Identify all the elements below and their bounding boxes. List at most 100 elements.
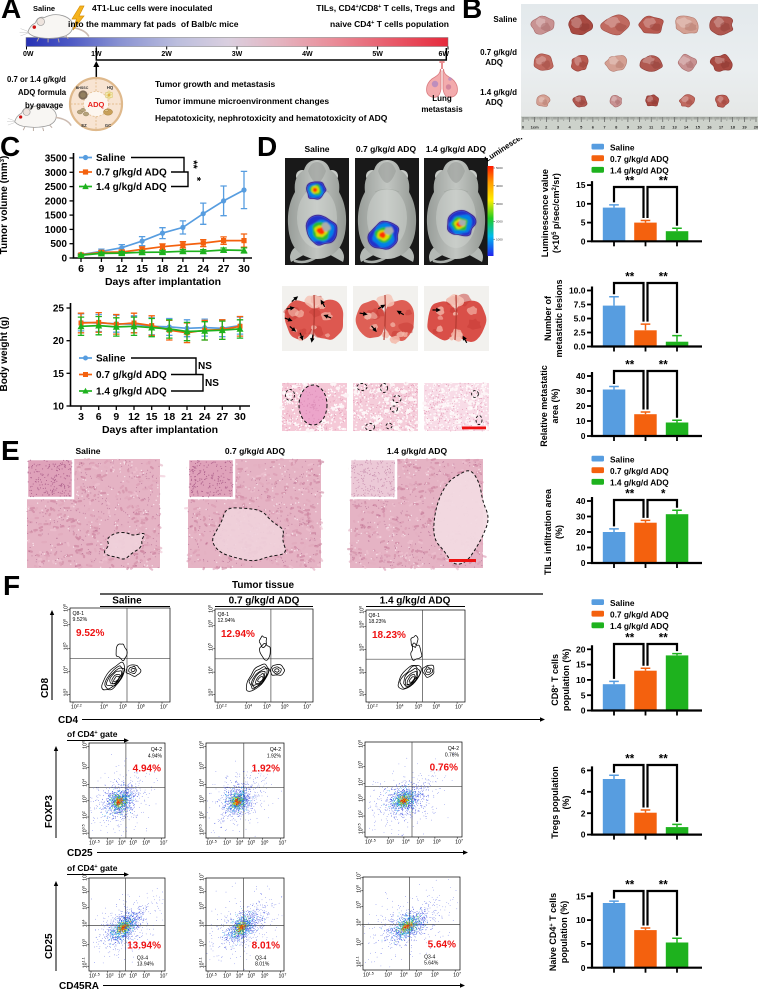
svg-text:104: 104 bbox=[82, 779, 89, 787]
svg-text:0.7 g/kg/d ADQ: 0.7 g/kg/d ADQ bbox=[96, 370, 167, 381]
svg-text:4: 4 bbox=[581, 787, 586, 797]
svg-text:3W: 3W bbox=[232, 51, 243, 58]
svg-text:ADQ: ADQ bbox=[88, 100, 105, 109]
svg-text:0.7 g/kg/d ADQ: 0.7 g/kg/d ADQ bbox=[229, 596, 300, 607]
svg-text:101.5: 101.5 bbox=[206, 840, 217, 847]
svg-text:104: 104 bbox=[396, 704, 404, 711]
svg-text:20: 20 bbox=[576, 644, 586, 654]
svg-text:10.0: 10.0 bbox=[569, 286, 586, 296]
svg-text:3: 3 bbox=[78, 411, 84, 423]
svg-text:107: 107 bbox=[160, 973, 168, 980]
svg-text:105: 105 bbox=[414, 972, 422, 979]
svg-text:of CD4+ gate: of CD4+ gate bbox=[67, 863, 118, 873]
svg-text:CD8+ T cells: CD8+ T cells bbox=[550, 654, 560, 706]
svg-text:101.5: 101.5 bbox=[89, 973, 100, 980]
svg-text:106: 106 bbox=[432, 704, 440, 711]
svg-text:104: 104 bbox=[118, 840, 126, 847]
svg-text:30: 30 bbox=[238, 263, 250, 275]
svg-text:20: 20 bbox=[754, 125, 758, 130]
svg-text:0: 0 bbox=[581, 706, 586, 716]
svg-text:107: 107 bbox=[453, 972, 461, 979]
svg-text:9.52%: 9.52% bbox=[76, 628, 104, 639]
svg-text:15: 15 bbox=[576, 180, 586, 190]
svg-text:101.1: 101.1 bbox=[356, 956, 363, 967]
svg-text:107: 107 bbox=[160, 704, 168, 711]
svg-text:**: ** bbox=[625, 176, 634, 188]
svg-text:105: 105 bbox=[199, 902, 206, 910]
svg-text:Q3-4: Q3-4 bbox=[255, 955, 266, 961]
svg-text:0.7 g/kg/d ADQ: 0.7 g/kg/d ADQ bbox=[225, 446, 286, 456]
svg-text:**: ** bbox=[625, 489, 634, 501]
svg-text:0: 0 bbox=[61, 254, 67, 265]
svg-text:Number of: Number of bbox=[543, 295, 553, 341]
svg-text:104: 104 bbox=[118, 973, 126, 980]
svg-text:0: 0 bbox=[581, 830, 586, 840]
svg-text:**: ** bbox=[625, 754, 634, 766]
svg-text:5W: 5W bbox=[372, 51, 383, 58]
svg-text:9: 9 bbox=[627, 125, 630, 130]
svg-text:10: 10 bbox=[576, 915, 586, 925]
svg-text:104: 104 bbox=[359, 667, 366, 675]
svg-text:100.5: 100.5 bbox=[199, 824, 206, 835]
svg-text:5: 5 bbox=[581, 218, 586, 228]
svg-text:15: 15 bbox=[146, 411, 158, 423]
svg-text:Days after implantation: Days after implantation bbox=[102, 424, 218, 436]
svg-text:**: ** bbox=[659, 880, 668, 892]
svg-text:103: 103 bbox=[208, 689, 215, 697]
svg-text:107: 107 bbox=[279, 973, 287, 980]
svg-text:17: 17 bbox=[719, 125, 724, 130]
svg-text:103: 103 bbox=[223, 973, 231, 980]
svg-text:103: 103 bbox=[359, 689, 366, 697]
svg-text:102: 102 bbox=[82, 811, 89, 819]
svg-text:0.7 g/kg/d ADQ: 0.7 g/kg/d ADQ bbox=[610, 154, 669, 164]
svg-text:107: 107 bbox=[160, 840, 168, 847]
svg-text:Tregs population: Tregs population bbox=[550, 766, 560, 839]
svg-text:Naive CD4+ T cells: Naive CD4+ T cells bbox=[548, 893, 558, 971]
svg-text:Q3-4: Q3-4 bbox=[424, 954, 435, 960]
svg-text:1cm: 1cm bbox=[531, 125, 539, 130]
svg-text:1000: 1000 bbox=[45, 225, 68, 236]
svg-text:1.92%: 1.92% bbox=[252, 764, 280, 775]
svg-text:4T1-Luc cells were inoculated: 4T1-Luc cells were inoculated bbox=[92, 3, 212, 13]
svg-text:106: 106 bbox=[208, 620, 215, 628]
svg-text:14: 14 bbox=[684, 125, 689, 130]
svg-text:Saline: Saline bbox=[304, 144, 329, 154]
svg-text:**: ** bbox=[625, 272, 634, 284]
svg-text:**: ** bbox=[187, 160, 199, 169]
svg-text:27: 27 bbox=[218, 263, 230, 275]
svg-text:2500: 2500 bbox=[45, 182, 68, 193]
svg-text:104: 104 bbox=[199, 779, 206, 787]
svg-text:GC: GC bbox=[105, 123, 111, 128]
svg-text:0: 0 bbox=[581, 558, 586, 568]
svg-text:106: 106 bbox=[359, 606, 366, 614]
svg-text:103: 103 bbox=[384, 972, 392, 979]
svg-text:Tumor growth and metastasis: Tumor growth and metastasis bbox=[155, 79, 276, 89]
svg-text:107: 107 bbox=[455, 704, 463, 711]
svg-text:105: 105 bbox=[247, 973, 255, 980]
svg-text:104: 104 bbox=[236, 973, 244, 980]
svg-text:1.4 g/kg/d ADQ: 1.4 g/kg/d ADQ bbox=[426, 144, 487, 154]
svg-text:**: ** bbox=[659, 272, 668, 284]
svg-text:104: 104 bbox=[208, 666, 215, 674]
svg-text:106: 106 bbox=[82, 886, 89, 894]
svg-text:12.94%: 12.94% bbox=[218, 618, 236, 624]
svg-text:25: 25 bbox=[53, 304, 65, 315]
svg-text:27: 27 bbox=[216, 411, 228, 423]
svg-text:15: 15 bbox=[136, 263, 148, 275]
svg-text:2: 2 bbox=[581, 808, 586, 818]
svg-text:**: ** bbox=[659, 360, 668, 372]
svg-text:21: 21 bbox=[181, 411, 193, 423]
svg-text:HQ: HQ bbox=[107, 85, 114, 90]
svg-text:11: 11 bbox=[649, 125, 654, 130]
svg-text:102: 102 bbox=[358, 810, 365, 818]
svg-text:0.76%: 0.76% bbox=[445, 753, 460, 759]
svg-text:24: 24 bbox=[197, 263, 209, 275]
svg-text:1.4 g/kg/d ADQ: 1.4 g/kg/d ADQ bbox=[96, 387, 167, 398]
svg-text:**: ** bbox=[625, 633, 634, 645]
svg-text:**: ** bbox=[659, 754, 668, 766]
svg-text:102.2: 102.2 bbox=[367, 704, 378, 711]
svg-text:106: 106 bbox=[208, 605, 215, 613]
svg-text:19: 19 bbox=[742, 125, 747, 130]
svg-text:104: 104 bbox=[63, 666, 70, 674]
svg-text:40: 40 bbox=[576, 371, 586, 381]
